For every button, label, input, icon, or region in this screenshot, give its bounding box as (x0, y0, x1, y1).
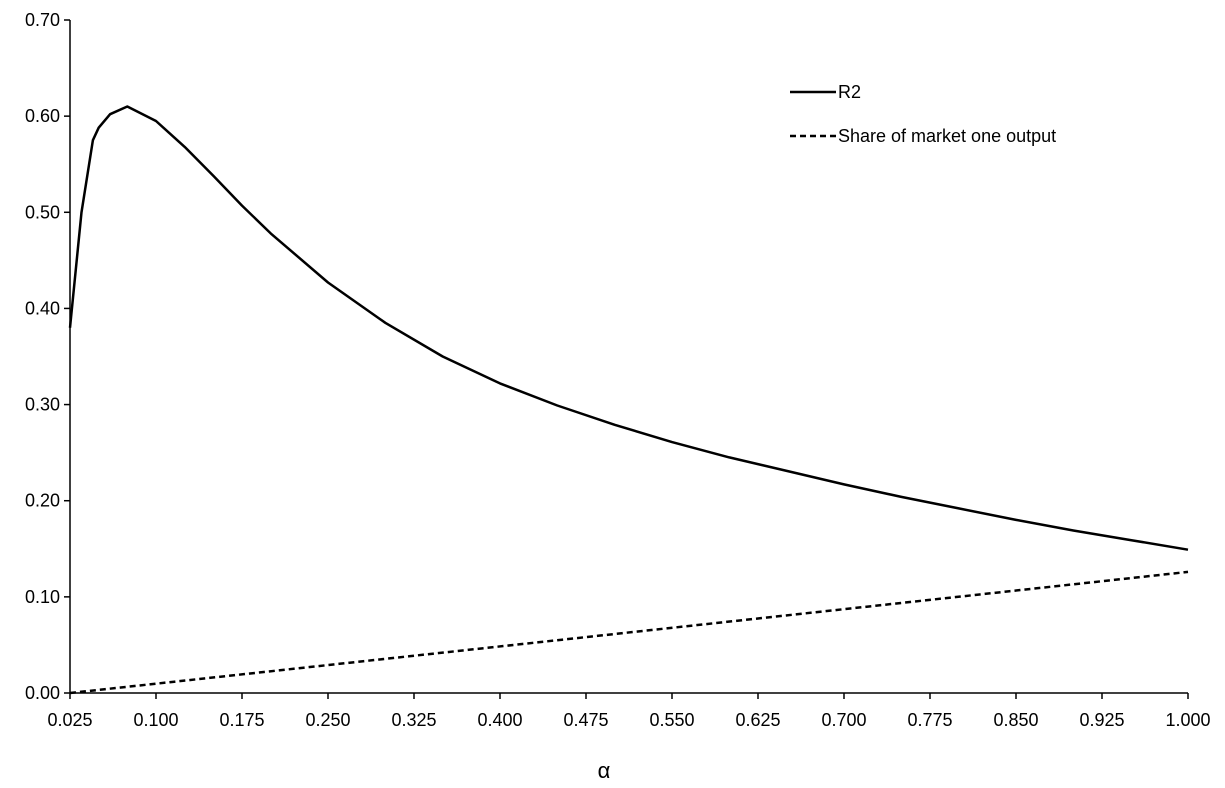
x-tick-label: 1.000 (1165, 710, 1210, 730)
legend-label: Share of market one output (838, 126, 1056, 146)
x-tick-label: 0.175 (219, 710, 264, 730)
x-tick-label: 0.250 (305, 710, 350, 730)
y-tick-label: 0.60 (25, 106, 60, 126)
y-tick-label: 0.00 (25, 683, 60, 703)
series-line-r2 (68, 105, 1189, 551)
x-tick-label: 0.325 (391, 710, 436, 730)
x-tick-label: 0.100 (133, 710, 178, 730)
x-tick-label: 0.625 (735, 710, 780, 730)
y-tick-label: 0.20 (25, 491, 60, 511)
x-tick-label: 0.850 (993, 710, 1038, 730)
x-tick-label: 0.700 (821, 710, 866, 730)
legend-label: R2 (838, 82, 861, 102)
y-tick-label: 0.70 (25, 10, 60, 30)
x-axis-ticks: 0.025 0.100 0.175 0.250 0.325 0.400 0.475 0.550… (47, 693, 1211, 730)
y-tick-label: 0.10 (25, 587, 60, 607)
legend: R2 Share of market one output (790, 82, 1056, 146)
y-tick-label: 0.50 (25, 202, 60, 222)
x-tick-label: 0.400 (477, 710, 522, 730)
x-tick-label: 0.775 (907, 710, 952, 730)
x-axis-title: α (598, 758, 611, 783)
y-tick-label: 0.40 (25, 298, 60, 318)
series-line-share-of-market-one-output (69, 570, 1189, 695)
y-axis-ticks: 0.00 0.10 0.20 0.30 0.40 0.50 0.60 0.70 (25, 10, 70, 703)
x-tick-label: 0.925 (1079, 710, 1124, 730)
series-layer (68, 105, 1189, 695)
x-tick-label: 0.025 (47, 710, 92, 730)
x-tick-label: 0.475 (563, 710, 608, 730)
y-tick-label: 0.30 (25, 395, 60, 415)
x-tick-label: 0.550 (649, 710, 694, 730)
